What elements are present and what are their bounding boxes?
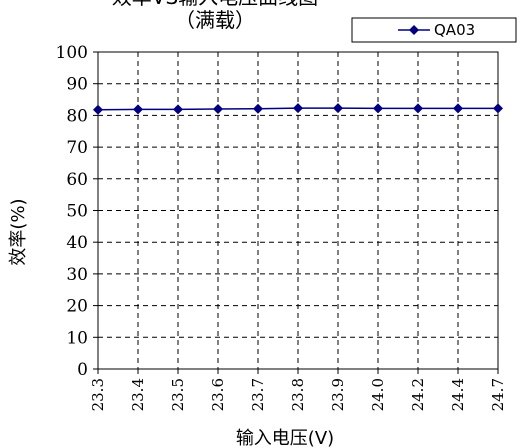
x-tick-label: 23.5 [169,378,187,411]
legend: QA03 [351,17,517,43]
data-point [173,104,183,115]
chart-title: 效率VS输入电压曲线图 [112,0,318,9]
data-point [293,103,303,114]
data-point [333,103,343,114]
series-group [93,103,503,115]
y-tick-label: 60 [66,170,88,190]
x-tick-label: 23.4 [129,378,147,411]
x-tick-label: 24.4 [449,378,467,411]
y-tick-label: 30 [66,265,88,285]
x-tick-label: 23.8 [289,378,307,411]
chart-subtitle: （满载） [175,8,255,32]
y-axis: 0 10 20 30 40 50 60 70 80 90 100 [56,43,98,380]
data-point [373,103,383,114]
data-point [133,104,143,115]
data-point [93,104,103,115]
data-point [493,103,503,114]
y-tick-label: 90 [66,75,88,95]
y-tick-label: 80 [66,106,88,126]
y-tick-label: 40 [66,233,88,253]
x-axis-label: 输入电压(V) [236,428,334,448]
x-tick-label: 23.6 [209,378,227,411]
data-point [453,103,463,114]
y-tick-label: 10 [66,328,88,348]
y-tick-label: 50 [66,202,88,222]
y-tick-label: 20 [66,297,88,317]
x-tick-label: 24.2 [409,378,427,411]
x-tick-label: 24.0 [369,378,387,411]
x-tick-label: 24.7 [489,378,507,411]
data-point [253,103,263,114]
legend-box [351,17,517,43]
data-point [413,103,423,114]
legend-marker [409,25,419,35]
x-tick-label: 23.7 [249,378,267,411]
y-tick-label: 0 [77,360,88,380]
x-tick-label: 23.3 [89,378,107,411]
x-axis: 23.3 23.4 23.5 23.6 23.7 23.8 23.9 24.0 24.2 24.4… [89,369,507,411]
grid-lines [98,52,498,369]
legend-label: QA03 [434,21,475,39]
x-tick-label: 23.9 [329,378,347,411]
data-point [213,104,223,115]
y-tick-label: 70 [66,138,88,158]
y-axis-label: 效率(%) [8,198,29,265]
y-tick-label: 100 [56,43,88,63]
